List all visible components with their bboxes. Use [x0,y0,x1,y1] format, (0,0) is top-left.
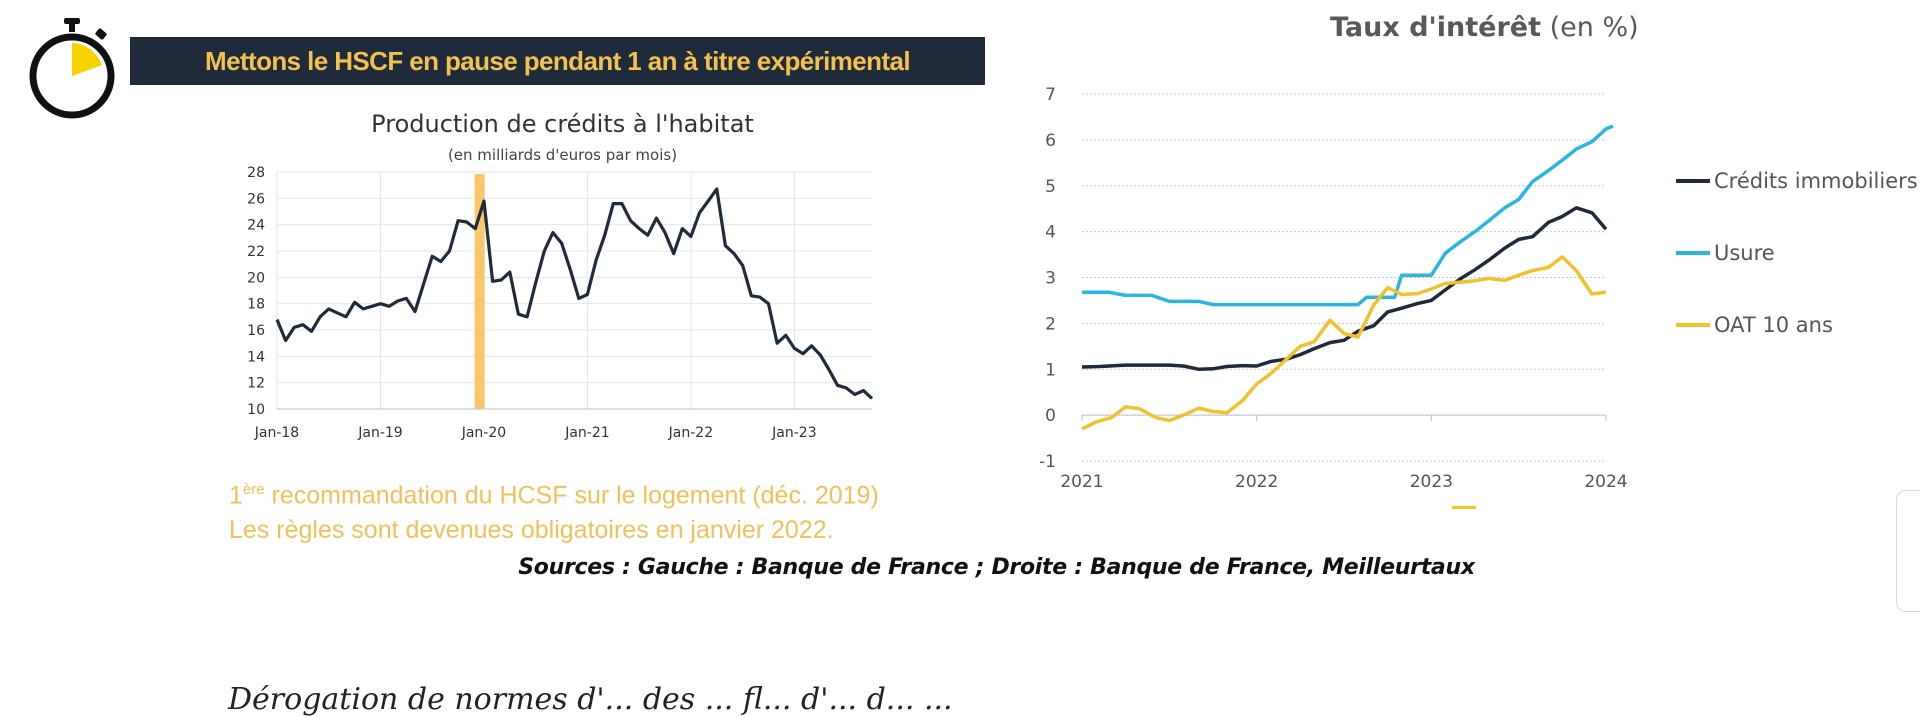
series-line-usure [1082,124,1614,307]
y-tick-label: 5 [1045,177,1056,197]
y-tick-label: 1 [1045,360,1056,380]
y-tick-label: 6 [1045,131,1056,151]
legend-swatch-usure [1676,251,1710,255]
note-line1-prefix: 1 [229,481,243,510]
x-tick-label: 2021 [1060,472,1103,492]
y-tick-label: -1 [1040,452,1056,472]
right-chart-title: Taux d'intérêt (en %) [1330,12,1639,43]
title-banner: Mettons le HSCF en pause pendant 1 an à … [130,37,985,85]
cut-off-text: Dérogation de normes d'... des ... fl...… [228,682,953,717]
legend-label-usure: Usure [1714,241,1775,265]
x-tick-label: 2022 [1235,472,1278,492]
interest-rate-chart: -1 0 1 2 3 4 5 6 7 2021 2022 2023 2024 [1040,85,1628,492]
y-tick-label: 22 [247,244,265,260]
x-tick-label: Jan-18 [254,425,299,441]
highlight-bar [474,174,485,409]
legend-swatch-credits [1676,179,1710,183]
legend-swatch-oat [1676,323,1710,327]
sources-caption: Sources : Gauche : Banque de France ; Dr… [518,555,1475,580]
y-tick-label: 10 [247,402,265,418]
note-line1-sup: ère [242,481,265,498]
series-line-production [275,187,874,400]
x-tick-label: Jan-19 [357,425,402,441]
y-tick-label: 2 [1045,314,1056,334]
left-chart-title: Production de crédits à l'habitat [371,110,754,138]
side-panel-tab[interactable] [1896,490,1920,612]
note-line-1: 1ère recommandation du HCSF sur le logem… [229,472,879,513]
y-tick-label: 20 [247,270,265,286]
x-tick-label: 2023 [1410,472,1453,492]
housing-credit-chart: 10 12 14 16 18 20 22 24 26 28 Jan-18 Jan-19 Jan-20 Ja… [247,165,874,441]
legend-item-oat: OAT 10 ans [1676,310,1833,340]
x-tick-label: 2024 [1584,472,1627,492]
y-tick-label: 0 [1045,406,1056,426]
legend-label-oat: OAT 10 ans [1714,313,1833,337]
y-tick-label: 28 [247,165,265,181]
legend-item-credits: Crédits immobiliers [1676,166,1918,196]
x-tick-label: Jan-21 [564,425,609,441]
note-line1-rest: recommandation du HCSF sur le logement (… [264,481,879,510]
y-tick-label: 4 [1045,223,1056,243]
right-title-main: Taux d'intérêt [1330,12,1542,43]
x-tick-label: Jan-20 [461,425,506,441]
y-tick-label: 14 [247,349,265,365]
banner-text: Mettons le HSCF en pause pendant 1 an à … [205,45,911,76]
y-tick-label: 7 [1045,85,1056,105]
legend-label-credits: Crédits immobiliers [1714,169,1918,193]
legend-item-usure: Usure [1676,238,1775,268]
right-title-unit: (en %) [1549,12,1639,43]
x-tick-label: Jan-23 [771,425,816,441]
x-tick-label: Jan-22 [668,425,713,441]
left-chart-subtitle: (en milliards d'euros par mois) [447,146,678,164]
y-tick-label: 24 [247,218,265,234]
note-line-2: Les règles sont devenues obligatoires en… [229,516,834,545]
stopwatch-icon [29,18,115,119]
y-tick-label: 3 [1045,269,1056,289]
y-tick-label: 16 [247,323,265,339]
y-tick-label: 26 [247,191,265,207]
series-line-cr-dits-immobiliers [1081,206,1608,372]
yellow-mark [1452,506,1476,509]
series-line-oat-10-ans [1081,255,1607,431]
y-tick-label: 18 [247,297,265,313]
y-tick-label: 12 [247,376,265,392]
hcsf-note: 1ère recommandation du HCSF sur le logem… [229,472,879,548]
